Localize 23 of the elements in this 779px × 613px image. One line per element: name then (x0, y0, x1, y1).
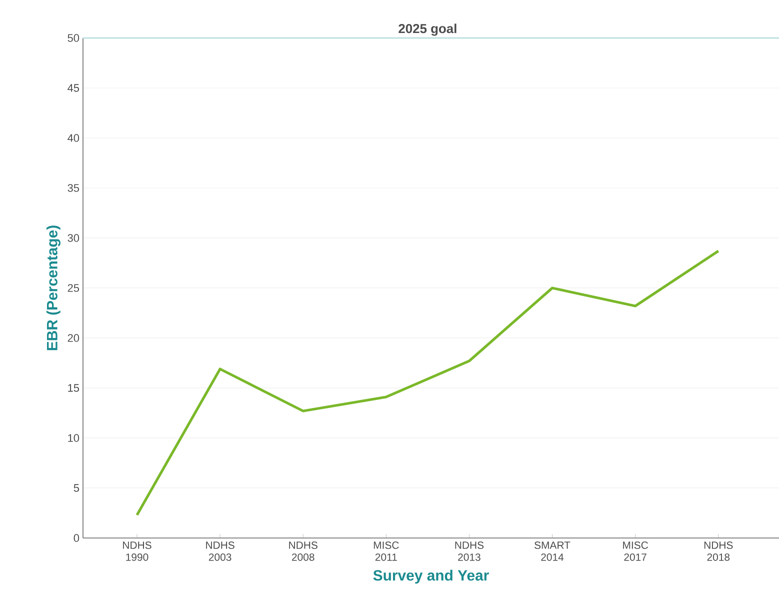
x-tick-label: NDHS 2013 (455, 542, 484, 561)
y-tick-label: 0 (74, 534, 80, 542)
x-tick-label: SMART 2014 (534, 542, 570, 561)
y-tick-label: 30 (68, 234, 80, 242)
y-tick-label: 25 (68, 284, 80, 292)
y-tick-label: 35 (68, 184, 80, 192)
y-tick-label: 50 (68, 34, 80, 42)
y-tick-label: 5 (74, 484, 80, 492)
y-tick-label: 15 (68, 384, 80, 392)
x-tick-label: MISC 2017 (623, 542, 648, 561)
y-tick-label: 45 (68, 84, 80, 92)
x-axis-title: Survey and Year (373, 570, 489, 584)
y-tick-label: 10 (68, 434, 80, 442)
x-tick-label: NDHS 2018 (704, 542, 733, 561)
x-tick-label: NDHS 1990 (123, 542, 152, 561)
y-tick-label: 20 (68, 334, 80, 342)
line-series (136, 250, 720, 516)
x-tick-label: NDHS 2008 (289, 542, 318, 561)
y-tick-label: 40 (68, 134, 80, 142)
y-axis-title: EBR (Percentage) (46, 226, 60, 350)
x-tick-label: NDHS 2003 (206, 542, 234, 561)
ref-line-label: 2025 goal (398, 24, 456, 36)
x-tick-label: MISC 2011 (374, 542, 399, 561)
